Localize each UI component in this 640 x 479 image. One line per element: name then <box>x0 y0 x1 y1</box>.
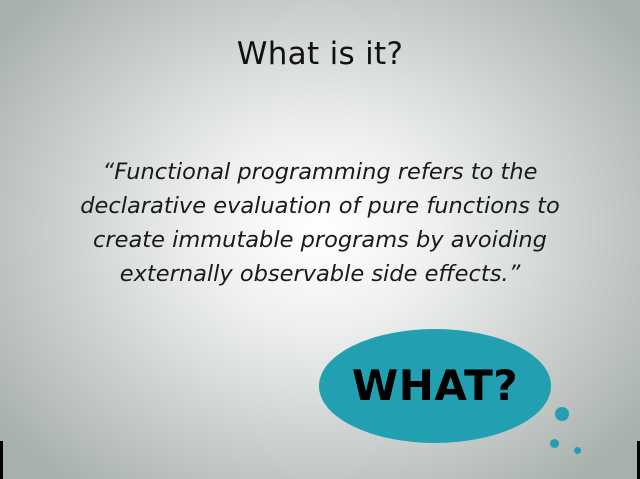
thought-bubble <box>319 329 551 443</box>
quote-line: externally observable side effects.” <box>119 261 521 287</box>
quote-line: create immutable programs by avoiding <box>93 227 547 253</box>
definition-quote: “Functional programming refers to the de… <box>40 155 600 291</box>
corner-mark-left <box>0 441 3 479</box>
quote-line: “Functional programming refers to the <box>102 159 538 185</box>
thought-dot-medium <box>550 439 559 448</box>
thought-dot-large <box>555 407 569 421</box>
thought-bubble-text: WHAT? <box>351 361 519 410</box>
quote-line: declarative evaluation of pure functions… <box>80 193 560 219</box>
slide-title: What is it? <box>236 36 404 72</box>
thought-dot-small <box>574 447 581 454</box>
corner-mark-right <box>637 441 640 479</box>
